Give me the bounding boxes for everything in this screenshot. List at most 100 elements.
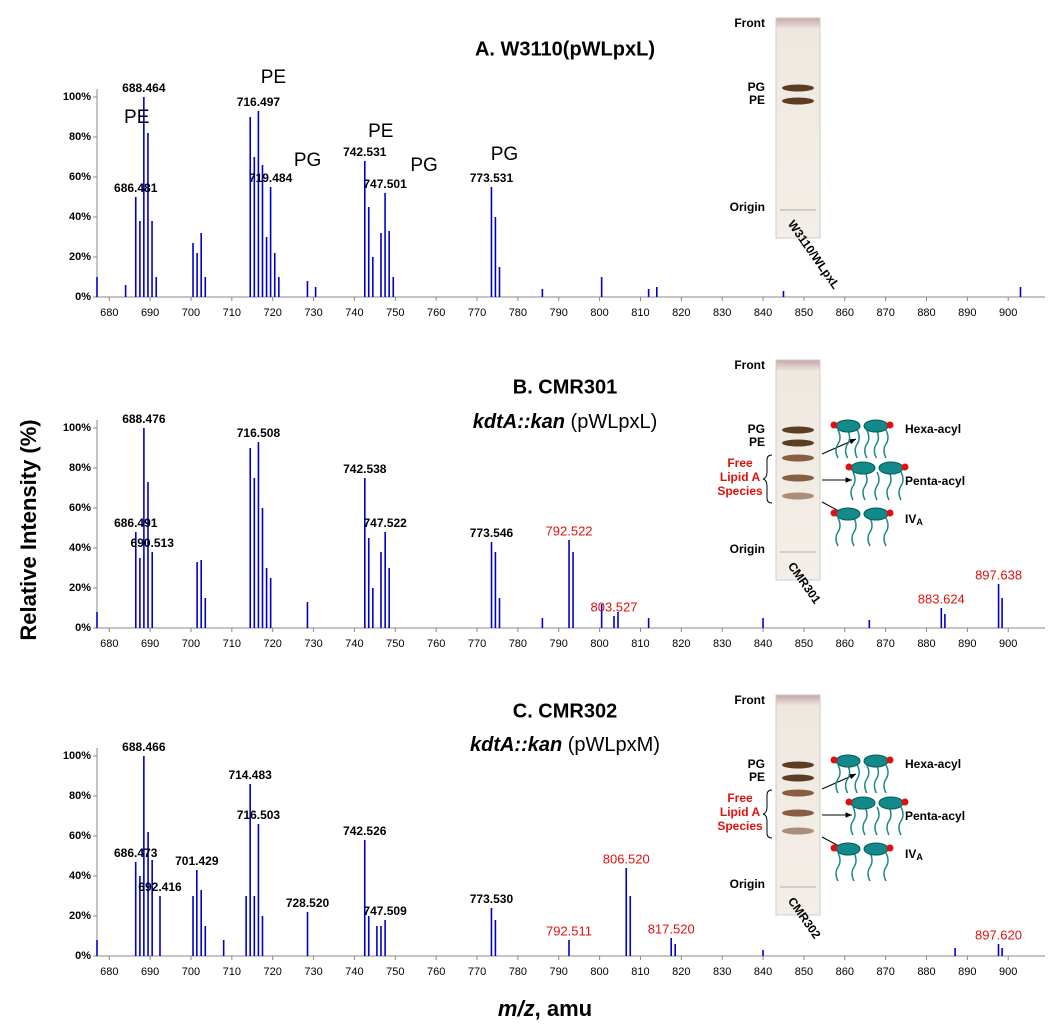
peak-label: 742.538: [343, 462, 387, 476]
tlc-plate: [775, 17, 821, 239]
acyl-chain: [850, 806, 856, 836]
y-tick-label: 60%: [69, 171, 91, 183]
x-tick-label: 900: [999, 638, 1017, 650]
tlc-band: [782, 809, 814, 817]
sugar: [863, 507, 889, 521]
arrow-head: [849, 774, 856, 780]
chart-title: B. CMR301: [513, 376, 617, 398]
x-tick-label: 750: [386, 638, 404, 650]
tlc-band: [782, 492, 814, 500]
x-tick-label: 740: [345, 966, 363, 978]
x-tick-label: 880: [917, 638, 935, 650]
tlc-band-label: PE: [749, 770, 765, 784]
x-tick-label: 790: [550, 638, 568, 650]
peak-label: 701.429: [175, 854, 219, 868]
tlc-band: [782, 454, 814, 462]
y-tick-label: 60%: [69, 830, 91, 842]
acyl-chain: [873, 429, 880, 459]
tlc-species-label: Free: [727, 791, 753, 805]
sugar: [835, 842, 861, 856]
tlc-species-label: Lipid A: [720, 470, 761, 484]
y-tick-label: 0%: [75, 622, 91, 634]
y-tick-label: 40%: [69, 542, 91, 554]
molecule-label-sub: A: [916, 852, 923, 862]
x-tick-label: 780: [509, 638, 527, 650]
sugar: [878, 796, 904, 810]
peak-label: 728.520: [286, 896, 330, 910]
tlc-band: [782, 474, 814, 482]
peak-label: 688.466: [122, 740, 166, 754]
tlc-band-label: PG: [748, 80, 765, 94]
x-tick-label: 860: [836, 307, 854, 319]
sugar: [863, 419, 889, 433]
peak-label: 773.530: [470, 892, 514, 906]
acyl-chain: [883, 764, 889, 794]
brace: [762, 454, 773, 504]
x-tick-label: 880: [917, 966, 935, 978]
acyl-chain: [835, 517, 841, 547]
tlc-band-label: PG: [748, 422, 765, 436]
x-tick-label: 830: [713, 966, 731, 978]
peak-label: 897.638: [975, 567, 1022, 582]
y-tick-label: 100%: [63, 750, 91, 762]
tlc-band: [782, 84, 814, 92]
acyl-chain: [867, 852, 873, 882]
x-tick-label: 690: [141, 966, 159, 978]
lipid-class-label: PE: [261, 67, 286, 88]
x-axis-label: m/z, amu: [498, 996, 592, 1021]
peak-label: 747.501: [363, 177, 407, 191]
subtitle-genotype: kdtA::kan: [473, 411, 565, 433]
arrow-head: [849, 439, 856, 445]
acyl-chain: [862, 806, 868, 836]
tlc-origin: Origin: [730, 877, 765, 891]
acyl-chain: [835, 764, 841, 794]
x-tick-label: 730: [304, 966, 322, 978]
y-tick-label: 80%: [69, 131, 91, 143]
acyl-chain: [864, 429, 870, 459]
acyl-chain: [850, 471, 856, 501]
acyl-chain: [874, 471, 880, 501]
x-tick-label: 680: [100, 638, 118, 650]
x-tick-label: 890: [958, 307, 976, 319]
sugar: [863, 842, 889, 856]
acyl-chain: [835, 852, 841, 882]
chart-subtitle: kdtA::kan (pWLpxL): [473, 411, 657, 433]
peak-label: 817.520: [648, 921, 695, 936]
acyl-chain: [844, 429, 851, 459]
phosphate: [830, 756, 838, 764]
molecule-label: IVA: [905, 847, 923, 862]
x-tick-label: 870: [876, 966, 894, 978]
x-tick-label: 760: [427, 966, 445, 978]
tlc-species-label: Species: [717, 819, 763, 833]
chart-subtitle: kdtA::kan (pWLpxM): [470, 734, 660, 756]
acyl-chain: [844, 764, 851, 794]
tlc-plate: [775, 694, 821, 916]
x-tick-label: 840: [754, 307, 772, 319]
lipid-class-label: PG: [294, 150, 321, 171]
x-tick-label: 770: [468, 307, 486, 319]
molecule-label-main: IV: [905, 512, 916, 526]
y-tick-label: 40%: [69, 870, 91, 882]
tlc-band: [782, 789, 814, 797]
tlc-band-label: PE: [749, 435, 765, 449]
acyl-chain: [862, 471, 868, 501]
lipid-class-label: PE: [124, 107, 149, 128]
x-axis-label-unit: m/z: [498, 996, 535, 1021]
x-tick-label: 840: [754, 638, 772, 650]
arrow-head: [845, 812, 852, 818]
x-tick-label: 790: [550, 307, 568, 319]
peak-label: 716.508: [237, 426, 281, 440]
peak-label: 714.483: [228, 768, 272, 782]
lipid-class-label: PG: [410, 155, 437, 176]
lipid-class-label: PG: [491, 144, 518, 165]
peak-label: 686.491: [114, 516, 158, 530]
x-tick-label: 740: [345, 307, 363, 319]
x-tick-label: 710: [223, 966, 241, 978]
x-tick-label: 810: [631, 307, 649, 319]
tlc-origin: Origin: [730, 200, 765, 214]
acyl-chain: [898, 471, 904, 501]
molecule-label: Penta-acyl: [905, 809, 965, 823]
acyl-chain: [854, 429, 860, 459]
x-tick-label: 860: [836, 638, 854, 650]
subtitle-plasmid: (pWLpxL): [565, 411, 657, 433]
